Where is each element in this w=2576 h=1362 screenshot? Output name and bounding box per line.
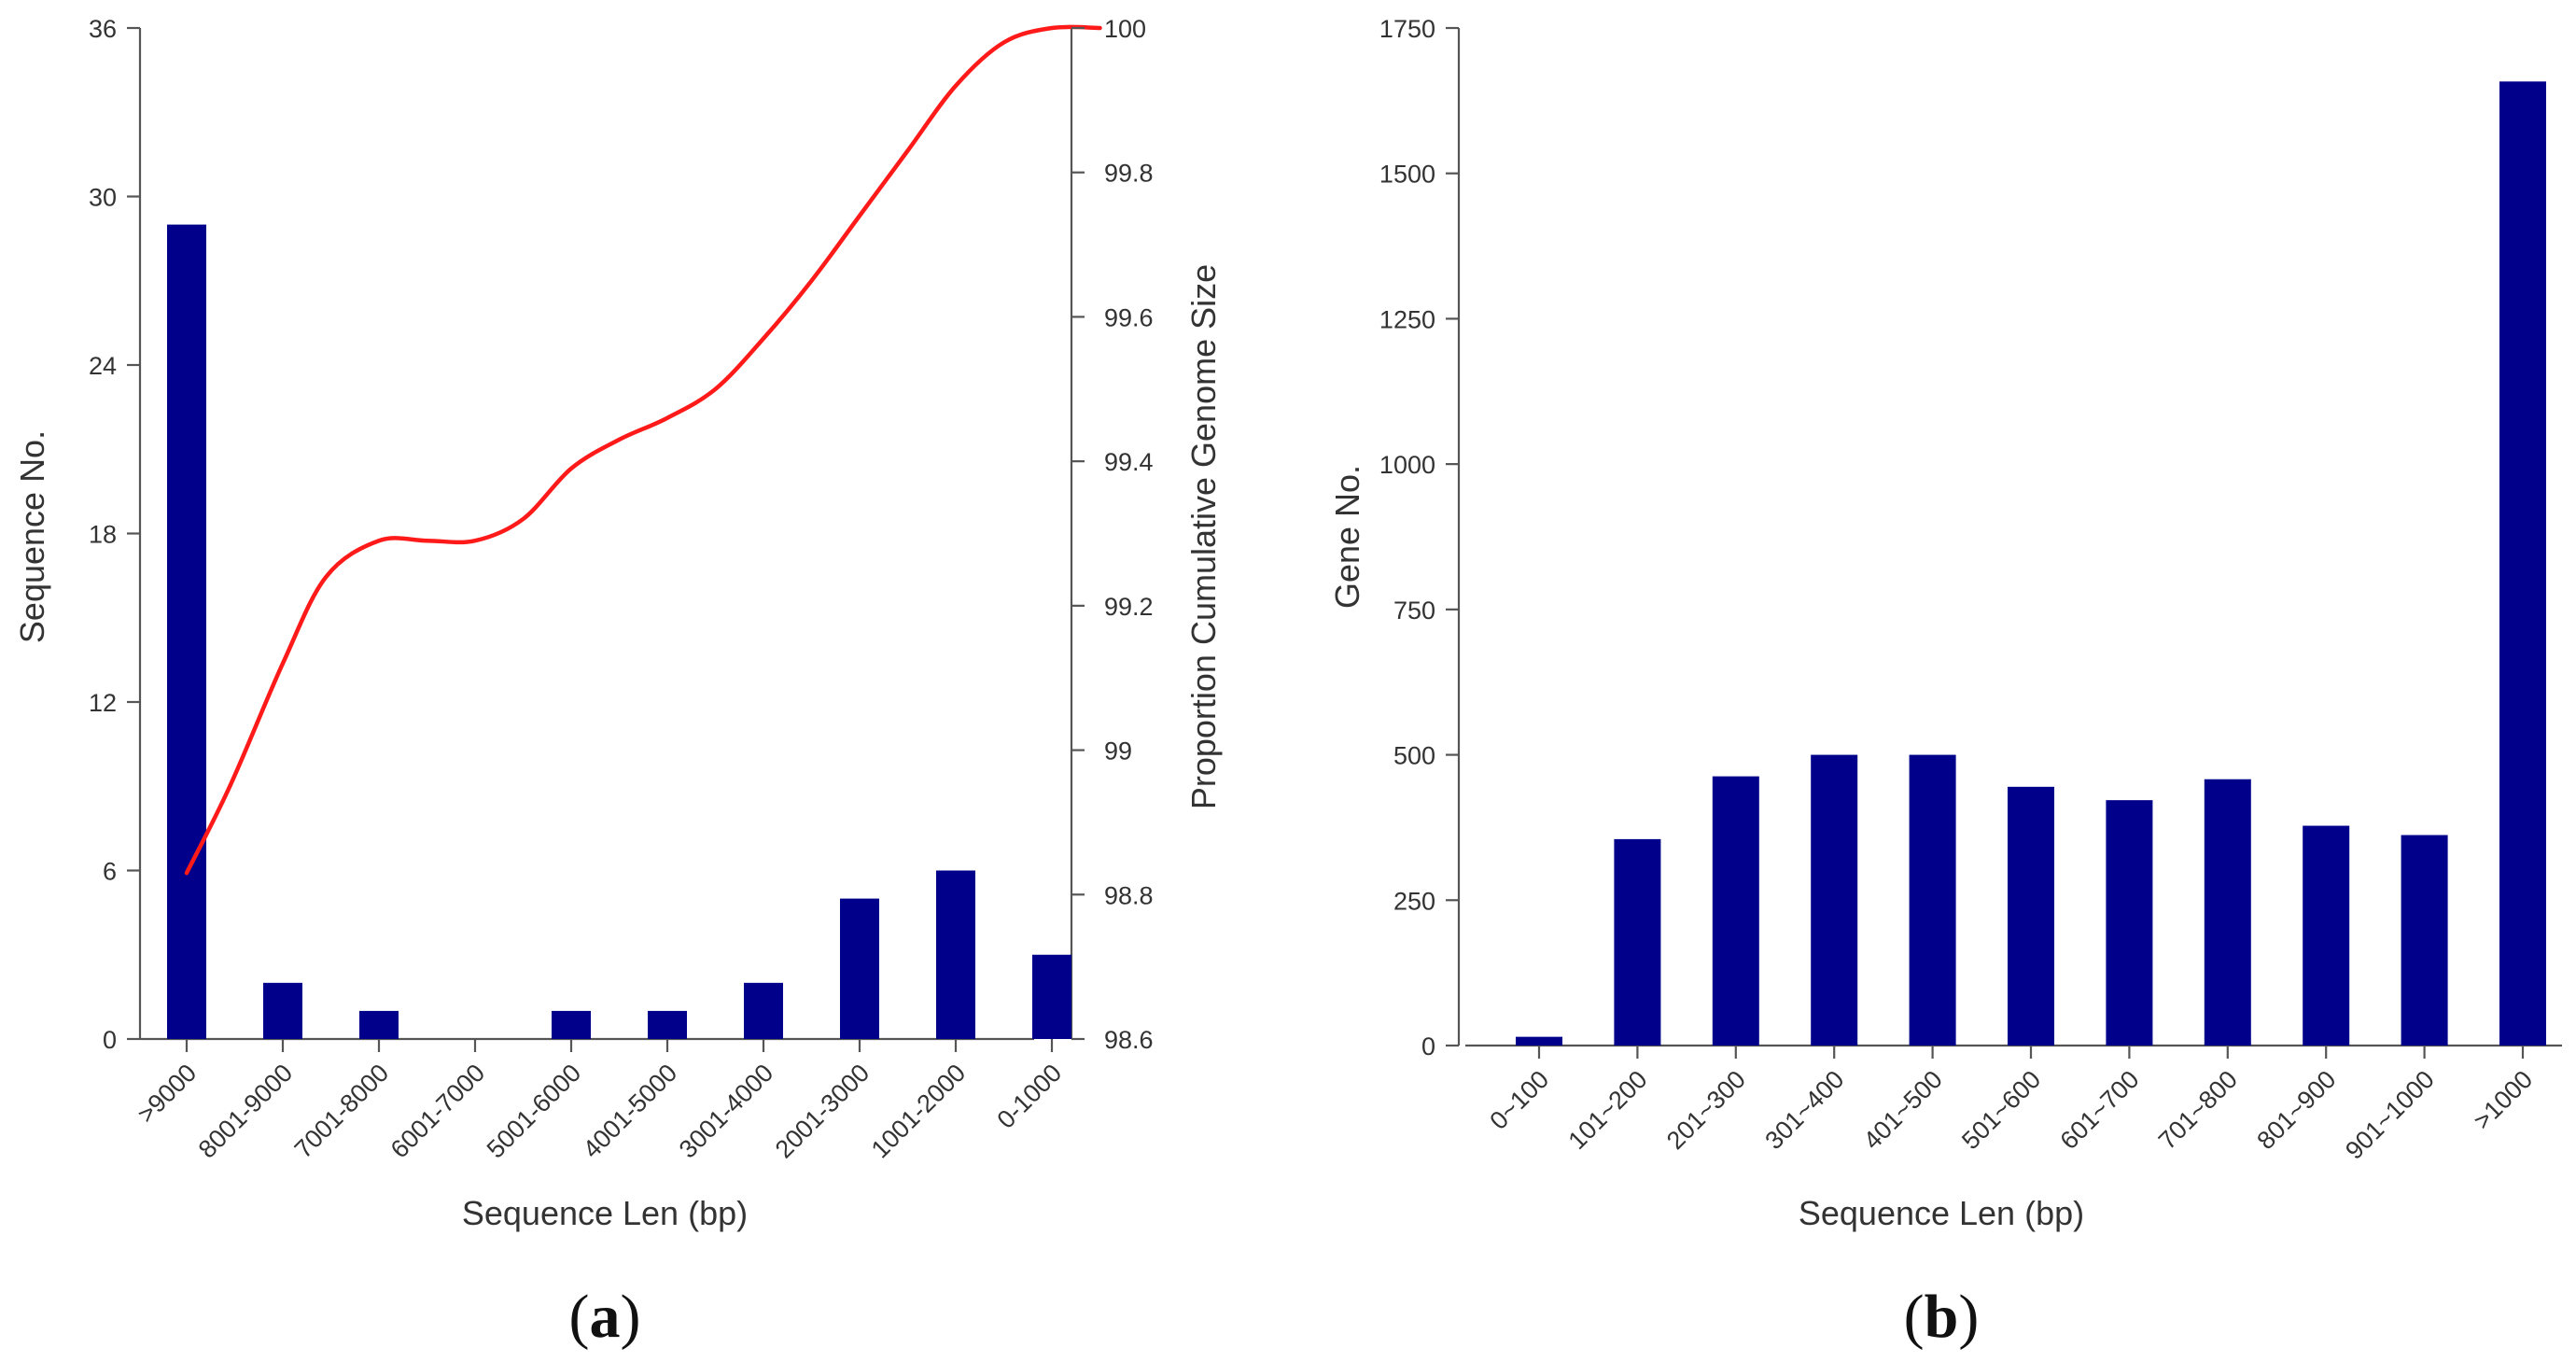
x-tick-label: 5001-6000 (482, 1059, 587, 1164)
bar (263, 982, 302, 1039)
y-tick-label: 24 (89, 352, 117, 380)
bar (840, 898, 879, 1039)
bar (167, 224, 206, 1040)
chart-b: 0 250 500 750 1000 1250 1500 1750 0~100 101~200 2… (1328, 15, 2562, 1351)
bar (744, 982, 783, 1039)
x-tick-label: >9000 (132, 1059, 202, 1129)
y-tick-label: 250 (1393, 887, 1435, 915)
cumulative-genome-size-line (184, 24, 1102, 876)
bar (1712, 776, 1759, 1046)
chart-a-x-axis-title: Sequence Len (bp) (462, 1194, 748, 1232)
x-tick-label: 0-1000 (992, 1059, 1068, 1134)
y2-tick-label: 98.6 (1104, 1026, 1154, 1054)
bar (2303, 825, 2350, 1046)
chart-a-left-y-ticks: 0 6 12 18 24 30 36 (89, 15, 140, 1054)
y2-tick-label: 99.6 (1104, 303, 1154, 331)
x-tick-label: 3001-4000 (674, 1059, 779, 1164)
bar (1614, 838, 1661, 1046)
chart-a-right-y-ticks: 98.6 98.8 99 99.2 99.4 99.6 99.8 100 (1071, 15, 1154, 1054)
bar (1811, 754, 1858, 1046)
y-tick-label: 0 (103, 1026, 117, 1054)
chart-b-panel-label: (b) (1904, 1283, 1980, 1351)
x-tick-label: 701~800 (2153, 1065, 2243, 1155)
y-tick-label: 0 (1421, 1032, 1435, 1060)
bar (2106, 800, 2153, 1046)
chart-b-y-axis-title: Gene No. (1328, 465, 1366, 609)
bar (2008, 786, 2054, 1046)
x-tick-label: 401~500 (1858, 1065, 1948, 1155)
chart-a-axes (138, 28, 1073, 1041)
x-tick-label: 301~400 (1759, 1065, 1849, 1155)
bar (2401, 835, 2448, 1046)
x-tick-label: 801~900 (2251, 1065, 2341, 1155)
x-tick-label: 601~700 (2055, 1065, 2145, 1155)
chart-b-x-ticks: 0~100 101~200 201~300 301~400 401~500 501~600… (1484, 1046, 2538, 1165)
x-tick-label: 8001-9000 (193, 1059, 299, 1164)
x-tick-label: 0~100 (1484, 1065, 1554, 1135)
bar (1516, 1036, 1562, 1046)
chart-a: 0 6 12 18 24 30 36 98.6 98.8 99 99.2 99.4 99.6 99.8 1… (13, 15, 1223, 1351)
x-tick-label: >1000 (2468, 1065, 2538, 1135)
x-tick-label: 6001-7000 (385, 1059, 491, 1164)
bar (1909, 754, 1956, 1046)
y-tick-label: 500 (1393, 742, 1435, 770)
bar (2499, 81, 2546, 1046)
y-tick-label: 1750 (1379, 15, 1435, 43)
y-tick-label: 36 (89, 15, 117, 43)
bar (359, 1010, 399, 1039)
chart-b-panel-letter: b (1925, 1283, 1959, 1351)
chart-b-bars (1516, 81, 2546, 1046)
y-tick-label: 12 (89, 689, 117, 717)
chart-a-x-ticks: >90008001-90007001-80006001-70005001-600… (132, 1039, 1067, 1164)
y-tick-label: 1000 (1379, 451, 1435, 479)
y-tick-label: 6 (103, 858, 117, 886)
y-tick-label: 750 (1393, 597, 1435, 625)
chart-b-y-ticks: 0 250 500 750 1000 1250 1500 1750 (1379, 15, 1459, 1060)
y-tick-label: 1250 (1379, 305, 1435, 333)
bar (552, 1010, 591, 1039)
chart-a-y-axis-title: Sequence No. (13, 430, 51, 643)
chart-a-bars (167, 224, 1071, 1040)
bar (1032, 954, 1071, 1039)
y2-tick-label: 99.8 (1104, 160, 1154, 188)
bar (648, 1010, 687, 1039)
y2-tick-label: 100 (1104, 15, 1146, 43)
bar (2204, 779, 2251, 1046)
x-tick-label: 1001-2000 (866, 1059, 972, 1164)
y2-tick-label: 98.8 (1104, 881, 1154, 909)
y2-tick-label: 99.4 (1104, 448, 1154, 476)
x-tick-label: 901~1000 (2340, 1065, 2440, 1165)
chart-a-secondary-y-axis-title: Proportion Cumulative Genome Size (1184, 264, 1223, 809)
y2-tick-label: 99.2 (1104, 593, 1154, 621)
x-tick-label: 201~300 (1661, 1065, 1751, 1155)
chart-a-curve (184, 24, 1102, 876)
chart-a-panel-label: (a) (569, 1283, 641, 1351)
y-tick-label: 30 (89, 184, 117, 212)
bar (936, 870, 975, 1039)
x-tick-label: 7001-8000 (289, 1059, 395, 1164)
x-tick-label: 501~600 (1956, 1065, 2046, 1155)
x-tick-label: 101~200 (1563, 1065, 1653, 1155)
x-tick-label: 4001-5000 (578, 1059, 683, 1164)
chart-a-panel-letter: a (590, 1283, 621, 1351)
y-tick-label: 1500 (1379, 161, 1435, 189)
y2-tick-label: 99 (1104, 737, 1132, 765)
x-tick-label: 2001-3000 (770, 1059, 875, 1164)
chart-b-x-axis-title: Sequence Len (bp) (1799, 1194, 2084, 1232)
y-tick-label: 18 (89, 521, 117, 549)
